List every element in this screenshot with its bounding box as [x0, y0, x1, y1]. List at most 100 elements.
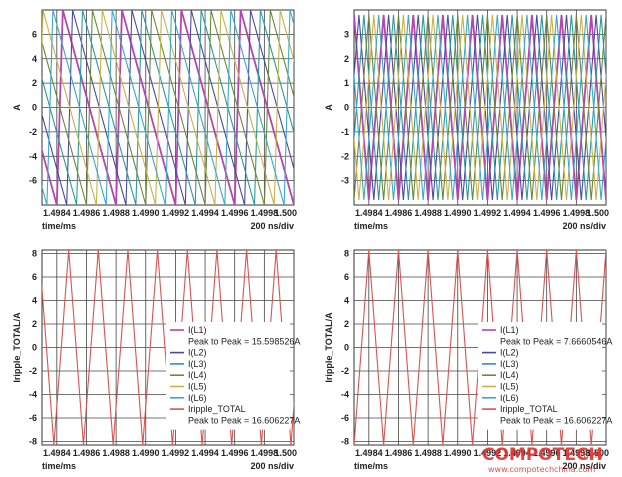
- x-tick-label: 1.4992: [474, 208, 502, 218]
- y-tick-label: 8: [32, 249, 37, 259]
- legend-label: I(L5): [500, 382, 519, 392]
- watermark-suffix: China: [577, 451, 603, 461]
- x-tick-label: 1.4986: [385, 208, 413, 218]
- legend-label: Iripple_TOTAL: [188, 404, 246, 414]
- y-tick-label: 2: [32, 319, 37, 329]
- time-per-div-label: 200 ns/div: [250, 461, 294, 471]
- x-tick-label: 1.4992: [162, 448, 190, 458]
- legend-label: I(L6): [500, 393, 519, 403]
- x-tick-label: 1.4986: [73, 448, 101, 458]
- x-axis-label: time/ms: [42, 221, 76, 231]
- x-tick-label: 1.4996: [221, 208, 249, 218]
- series-L4: [42, 10, 294, 205]
- legend-annotation: Peak to Peak = 15.598526A: [188, 336, 300, 346]
- x-tick-label: 1.4984: [43, 448, 71, 458]
- y-tick-label: -8: [341, 436, 349, 446]
- x-tick-label: 1.4990: [444, 208, 472, 218]
- x-tick-label: 1.4994: [503, 208, 531, 218]
- x-tick-label: 1.4990: [132, 208, 160, 218]
- chart-top-right: 1.4984 1.4986 1.4988 1.4990 1.4992 1.4994 1.49…: [324, 9, 609, 231]
- y-tick-label: -6: [29, 176, 37, 186]
- plot-area: [354, 14, 606, 201]
- x-tick-label: 1.500: [586, 448, 609, 458]
- chart-top-left: 1.4984 1.4986 1.4988 1.4990 1.4992 1.4994 1.49…: [12, 9, 297, 231]
- x-tick-label: 1.4988: [102, 448, 130, 458]
- legend-label: I(L4): [188, 370, 207, 380]
- watermark: COMPOTECH China www.compotechchina.com: [482, 445, 603, 474]
- y-tick-label: -6: [341, 413, 349, 423]
- legend-annotation: Peak to Peak = 16.606227A: [500, 415, 612, 425]
- legend-label: I(L5): [188, 382, 207, 392]
- series-L6: [42, 10, 294, 205]
- y-tick-label: 2: [344, 319, 349, 329]
- legend: I(L1)Peak to Peak = 15.598526A I(L2)I(L3)…: [166, 322, 300, 430]
- x-tick-label: 1.4984: [43, 208, 71, 218]
- legend-label: I(L1): [500, 325, 519, 335]
- legend-annotation: Peak to Peak = 16.606227A: [188, 415, 300, 425]
- y-tick-label: -8: [29, 436, 37, 446]
- x-tick-label: 1.4988: [102, 208, 130, 218]
- watermark-brand: COMPOTECH: [482, 445, 603, 465]
- x-tick-label: 1.4984: [355, 448, 383, 458]
- x-axis-label: time/ms: [354, 461, 388, 471]
- y-tick-label: 0: [344, 103, 349, 113]
- y-tick-label: 6: [32, 29, 37, 39]
- x-tick-label: 1.4996: [221, 448, 249, 458]
- x-tick-label: 1.4998: [563, 208, 591, 218]
- x-tick-label: 1.500: [274, 208, 297, 218]
- legend-label: I(L2): [500, 348, 519, 358]
- x-tick-label: 1.4998: [563, 448, 591, 458]
- legend-label: I(L2): [188, 348, 207, 358]
- x-tick-label: 1.4986: [73, 208, 101, 218]
- legend-label: I(L1): [188, 325, 207, 335]
- legend-box: [478, 322, 602, 430]
- y-tick-label: 4: [32, 54, 37, 64]
- y-axis-label: A: [12, 104, 22, 111]
- legend-box: [166, 322, 290, 430]
- x-tick-label: 1.4998: [251, 208, 279, 218]
- watermark-url: www.compotechchina.com: [488, 465, 596, 474]
- legend-label: I(L3): [500, 359, 519, 369]
- x-tick-label: 1.4994: [191, 448, 219, 458]
- y-tick-label: 4: [32, 296, 37, 306]
- y-tick-label: 3: [344, 29, 349, 39]
- y-tick-label: 6: [32, 272, 37, 282]
- y-tick-label: -4: [29, 389, 37, 399]
- y-tick-label: -4: [29, 151, 37, 161]
- plot-area: [42, 10, 294, 205]
- y-tick-label: 0: [32, 343, 37, 353]
- legend-annotation: Peak to Peak = 7.6660546A: [500, 336, 612, 346]
- x-tick-label: 1.4990: [444, 448, 472, 458]
- x-tick-label: 1.500: [274, 448, 297, 458]
- y-tick-label: -4: [341, 389, 349, 399]
- y-tick-label: -3: [341, 176, 349, 186]
- y-axis-label: Iripple_TOTAL/A: [324, 312, 334, 383]
- y-tick-label: -2: [29, 127, 37, 137]
- x-tick-label: 1.4992: [474, 448, 502, 458]
- y-tick-label: -2: [341, 151, 349, 161]
- y-tick-label: 0: [32, 103, 37, 113]
- x-tick-label: 1.4992: [162, 208, 190, 218]
- x-tick-label: 1.4998: [251, 448, 279, 458]
- y-tick-label: -2: [29, 366, 37, 376]
- time-per-div-label: 200 ns/div: [562, 461, 606, 471]
- x-tick-label: 1.4986: [385, 448, 413, 458]
- x-axis-label: time/ms: [354, 221, 388, 231]
- x-tick-label: 1.4994: [191, 208, 219, 218]
- legend-label: I(L6): [188, 393, 207, 403]
- x-tick-label: 1.4994: [503, 448, 531, 458]
- series-L5: [42, 10, 294, 205]
- time-per-div-label: 200 ns/div: [562, 221, 606, 231]
- x-tick-label: 1.4984: [355, 208, 383, 218]
- series-L6: [354, 14, 606, 201]
- y-tick-label: 6: [344, 272, 349, 282]
- y-axis-label: A: [324, 104, 334, 111]
- y-tick-label: 2: [344, 54, 349, 64]
- x-tick-label: 1.4988: [414, 448, 442, 458]
- y-tick-label: -1: [341, 127, 349, 137]
- legend-label: I(L4): [500, 370, 519, 380]
- legend-label: Iripple_TOTAL: [500, 404, 558, 414]
- y-tick-label: 0: [344, 343, 349, 353]
- y-tick-label: -6: [29, 413, 37, 423]
